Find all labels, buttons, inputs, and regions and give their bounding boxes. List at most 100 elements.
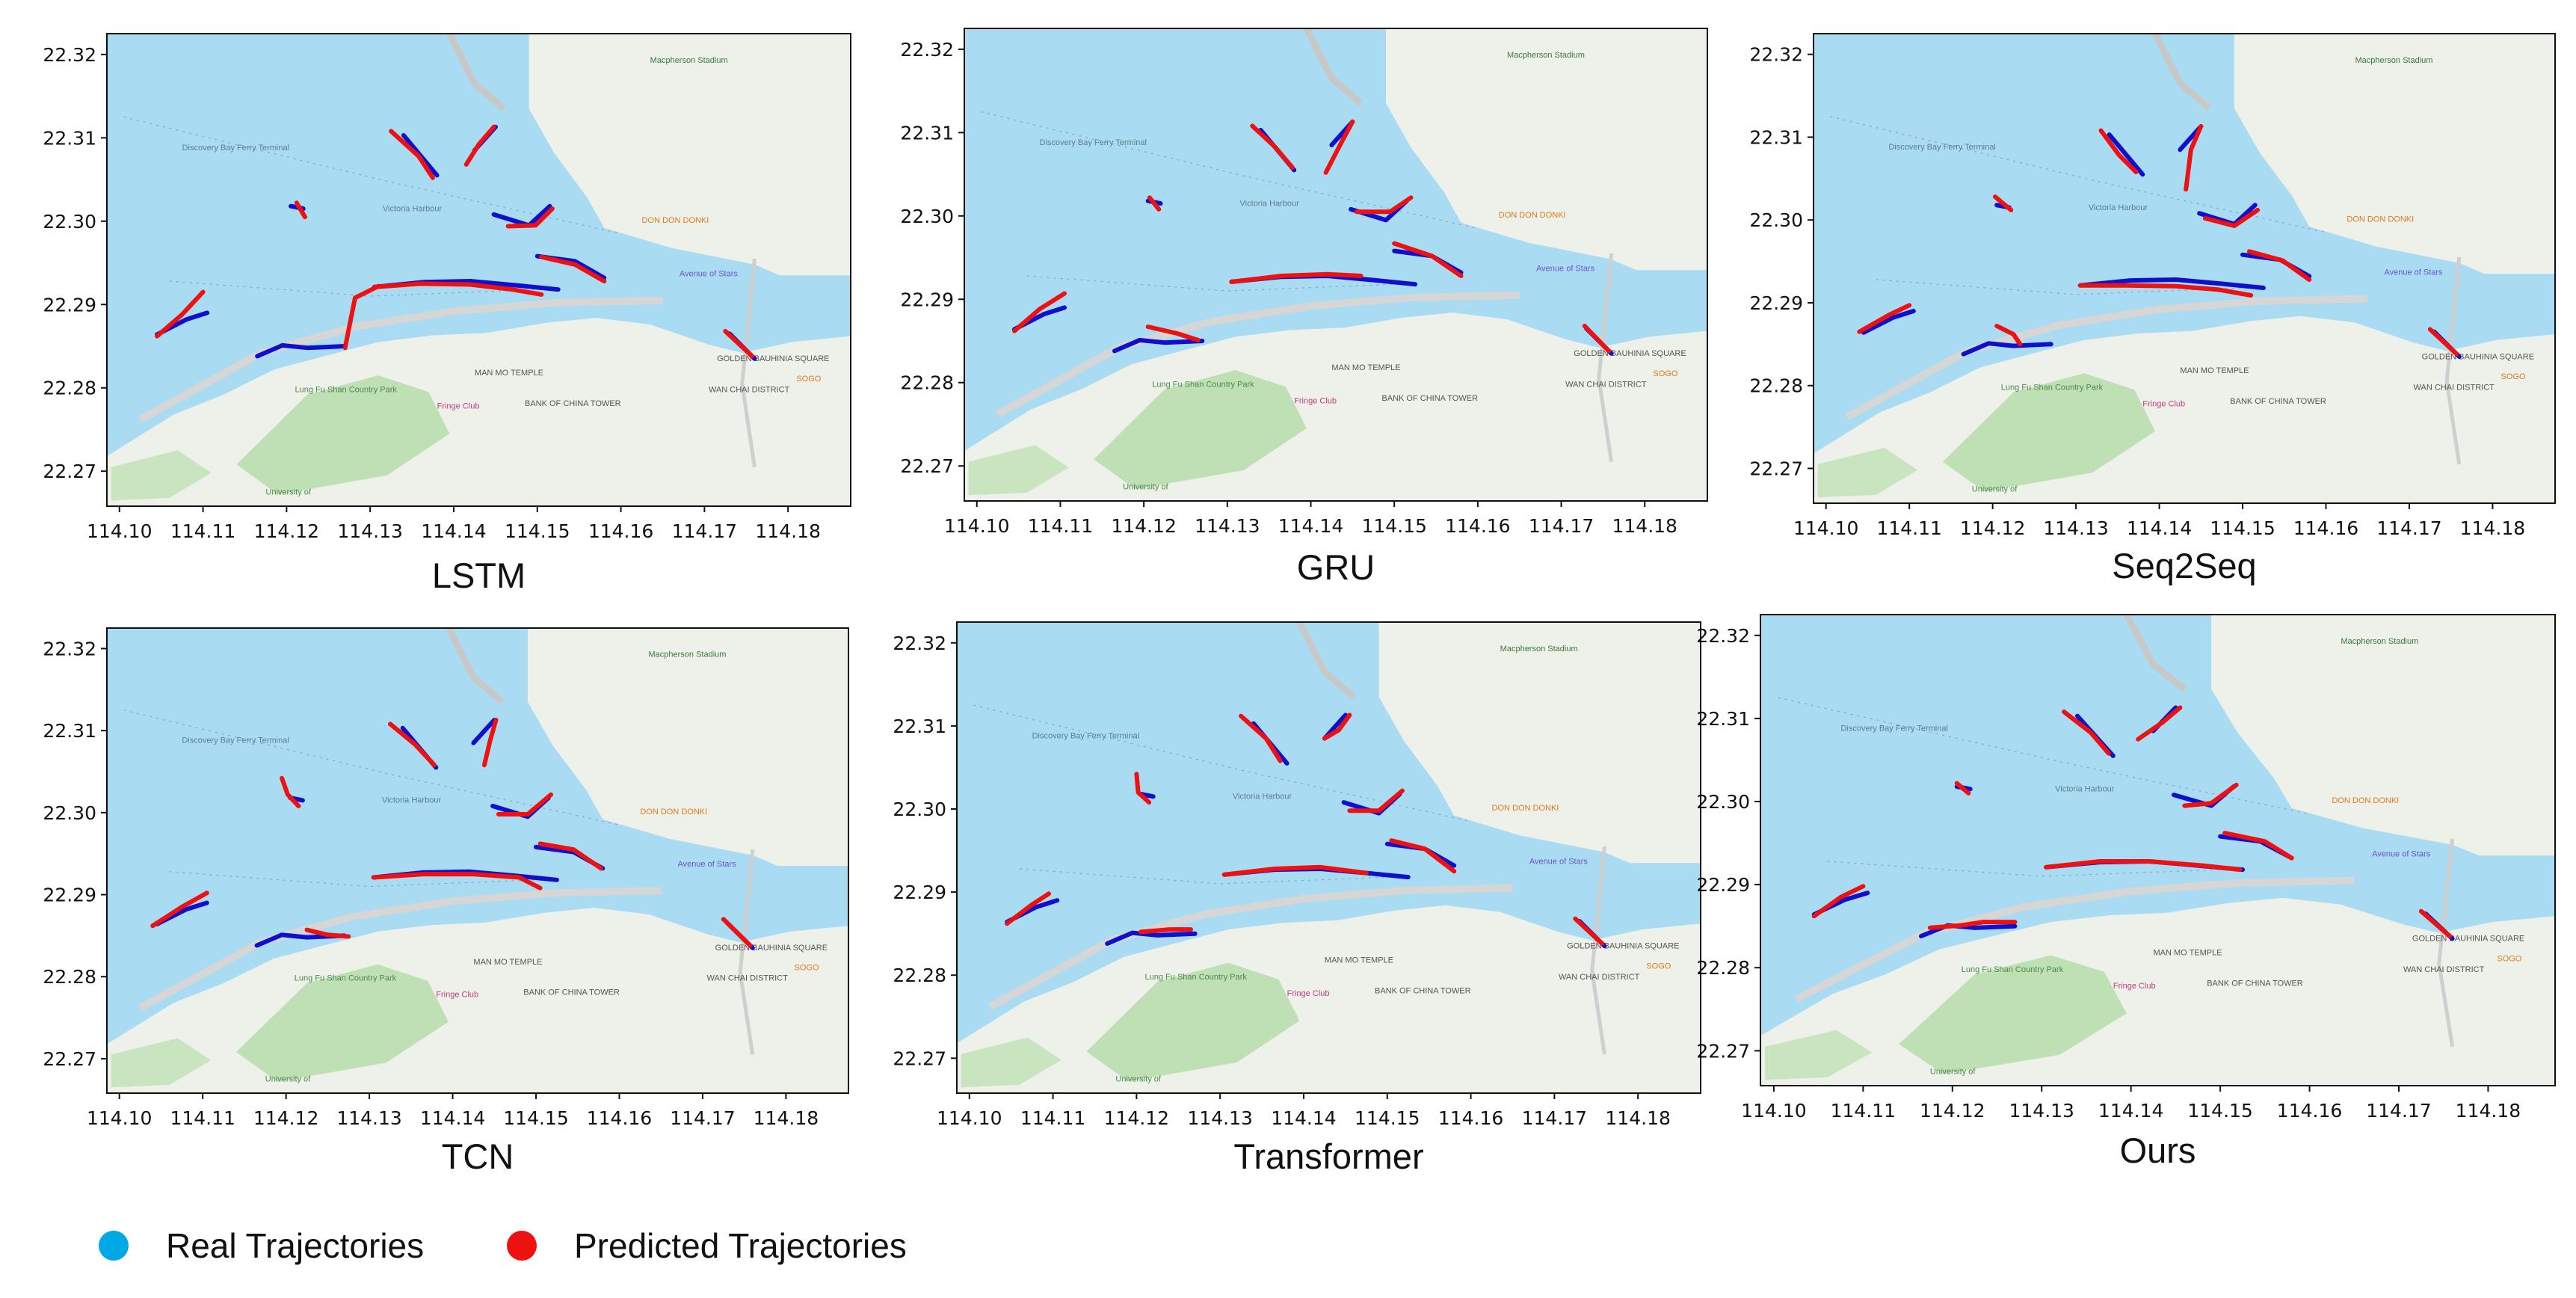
x-tick-label: 114.14 — [2098, 1100, 2163, 1122]
plot-frame — [964, 28, 1708, 502]
map-road — [2444, 256, 2462, 465]
panel-title: Seq2Seq — [2112, 546, 2256, 585]
predicted-trajectory — [1582, 323, 1612, 354]
map-label: BANK OF CHINA TOWER — [2230, 397, 2326, 406]
map-label: BANK OF CHINA TOWER — [2207, 979, 2303, 988]
y-tick-label: 22.27 — [1749, 458, 1803, 479]
predicted-trajectory — [389, 129, 435, 180]
y-tick-label: 22.32 — [43, 44, 96, 66]
y-tick-label: 22.28 — [900, 372, 954, 394]
plot-frame — [956, 621, 1701, 1094]
map-label: Avenue of Stars — [1529, 857, 1589, 866]
map-label: DON DON DONKI — [1492, 804, 1559, 813]
predicted-trajectory — [1229, 271, 1364, 284]
map-label: DON DON DONKI — [2347, 215, 2414, 224]
predicted-trajectory — [1954, 781, 1971, 796]
x-tick-label: 114.12 — [1111, 515, 1176, 537]
predicted-trajectory — [1347, 788, 1405, 813]
predicted-trajectory — [2202, 207, 2261, 228]
predicted-trajectory — [537, 841, 603, 871]
map-road — [138, 296, 663, 423]
panel-tcn: Victoria Harbour Avenue of Stars DON DON D… — [43, 627, 849, 1176]
predicted-trajectory — [2184, 124, 2204, 192]
predicted-trajectory — [496, 792, 554, 816]
map-label: Victoria Harbour — [1233, 793, 1292, 802]
panel-title: Ours — [2120, 1131, 2196, 1170]
map-label: Fringe Club — [2142, 399, 2185, 408]
map-label: Fringe Club — [2113, 982, 2156, 991]
real-trajectory — [2077, 277, 2266, 290]
map-label: Macpherson Stadium — [2341, 637, 2418, 646]
map-label: BANK OF CHINA TOWER — [1375, 987, 1471, 996]
predicted-trajectory — [342, 283, 381, 351]
map-park — [1094, 370, 1307, 490]
x-tick-label: 114.18 — [2456, 1100, 2521, 1122]
y-tick-label: 22.28 — [1696, 957, 1750, 979]
x-tick-label: 114.15 — [503, 1107, 568, 1129]
map-park — [1899, 955, 2127, 1074]
x-tick-label: 114.11 — [170, 1107, 235, 1129]
real-trajectory — [255, 342, 348, 359]
legend-marker-real — [99, 1231, 129, 1261]
map-label: SOGO — [1646, 962, 1671, 971]
map-label: University of — [1930, 1067, 1976, 1076]
predicted-trajectory — [723, 328, 755, 359]
map-road — [2437, 838, 2455, 1048]
predicted-trajectory — [304, 927, 351, 939]
panel-seq2seq: Victoria Harbour Avenue of Stars DON DON D… — [1749, 33, 2556, 585]
map-label: MAN MO TEMPLE — [473, 958, 542, 967]
map-road — [738, 849, 755, 1055]
map-background: Victoria Harbour Avenue of Stars DON DON D… — [1814, 34, 2555, 503]
map-land-north — [527, 628, 848, 867]
predicted-trajectory — [1134, 772, 1152, 805]
map-road — [2123, 615, 2187, 692]
map-label: SOGO — [796, 375, 821, 384]
map-ferry-route — [1876, 279, 2243, 295]
map-road — [1303, 28, 1364, 106]
map-road — [1296, 622, 1356, 700]
map-land-north — [2234, 34, 2555, 274]
map-label: SOGO — [2501, 372, 2526, 381]
map-label: GOLDEN BAUHINIA SQUARE — [717, 354, 829, 363]
map-ferry-route — [169, 871, 537, 888]
plot-frame — [106, 627, 849, 1094]
y-tick-label: 22.27 — [43, 461, 96, 482]
predicted-trajectory — [2182, 782, 2239, 808]
predicted-trajectory — [1573, 916, 1605, 946]
predicted-trajectory — [280, 775, 301, 808]
map-land-north — [2211, 615, 2555, 856]
x-tick-label: 114.10 — [1741, 1100, 1806, 1122]
predicted-trajectory — [1221, 864, 1369, 877]
map-label: SOGO — [2497, 954, 2521, 963]
predicted-trajectory — [1145, 324, 1201, 342]
map-background: Victoria Harbour Avenue of Stars DON DON D… — [107, 34, 851, 506]
map-label: Fringe Club — [1287, 989, 1330, 998]
x-tick-label: 114.11 — [1028, 515, 1093, 537]
y-tick-label: 22.28 — [1749, 375, 1803, 397]
map-label: GOLDEN BAUHINIA SQUARE — [715, 944, 828, 953]
x-tick-label: 114.10 — [937, 1107, 1002, 1129]
predicted-trajectory — [1857, 303, 1912, 334]
map-road — [446, 34, 506, 111]
real-trajectory — [1861, 309, 1916, 335]
y-tick-label: 22.29 — [43, 885, 96, 906]
y-tick-label: 22.30 — [900, 206, 954, 227]
map-label: WAN CHAI DISTRICT — [2414, 383, 2495, 392]
x-tick-label: 114.12 — [253, 1107, 318, 1129]
x-tick-label: 114.16 — [2277, 1100, 2342, 1122]
panel-title: GRU — [1297, 547, 1375, 587]
map-land-north — [1386, 28, 1707, 271]
map-park — [1817, 447, 1918, 498]
map-label: BANK OF CHINA TOWER — [1381, 394, 1478, 403]
map-label: MAN MO TEMPLE — [2154, 949, 2222, 958]
x-tick-label: 114.17 — [1529, 515, 1594, 537]
x-tick-label: 114.11 — [1020, 1107, 1085, 1129]
y-tick-label: 22.30 — [893, 799, 946, 820]
real-trajectory — [1105, 930, 1198, 946]
x-tick-label: 114.14 — [1278, 515, 1343, 537]
plot-frame — [106, 33, 851, 507]
predicted-trajectory — [1012, 291, 1067, 333]
map-label: WAN CHAI DISTRICT — [2403, 965, 2485, 974]
predicted-trajectory — [463, 124, 496, 167]
predicted-trajectory — [1811, 884, 1866, 919]
